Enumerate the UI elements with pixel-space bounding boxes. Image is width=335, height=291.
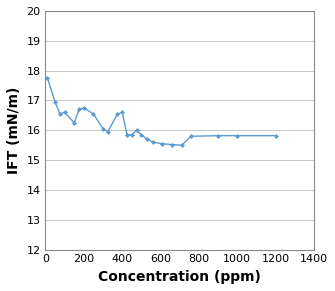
Y-axis label: IFT (mN/m): IFT (mN/m): [7, 87, 21, 174]
X-axis label: Concentration (ppm): Concentration (ppm): [98, 270, 261, 284]
